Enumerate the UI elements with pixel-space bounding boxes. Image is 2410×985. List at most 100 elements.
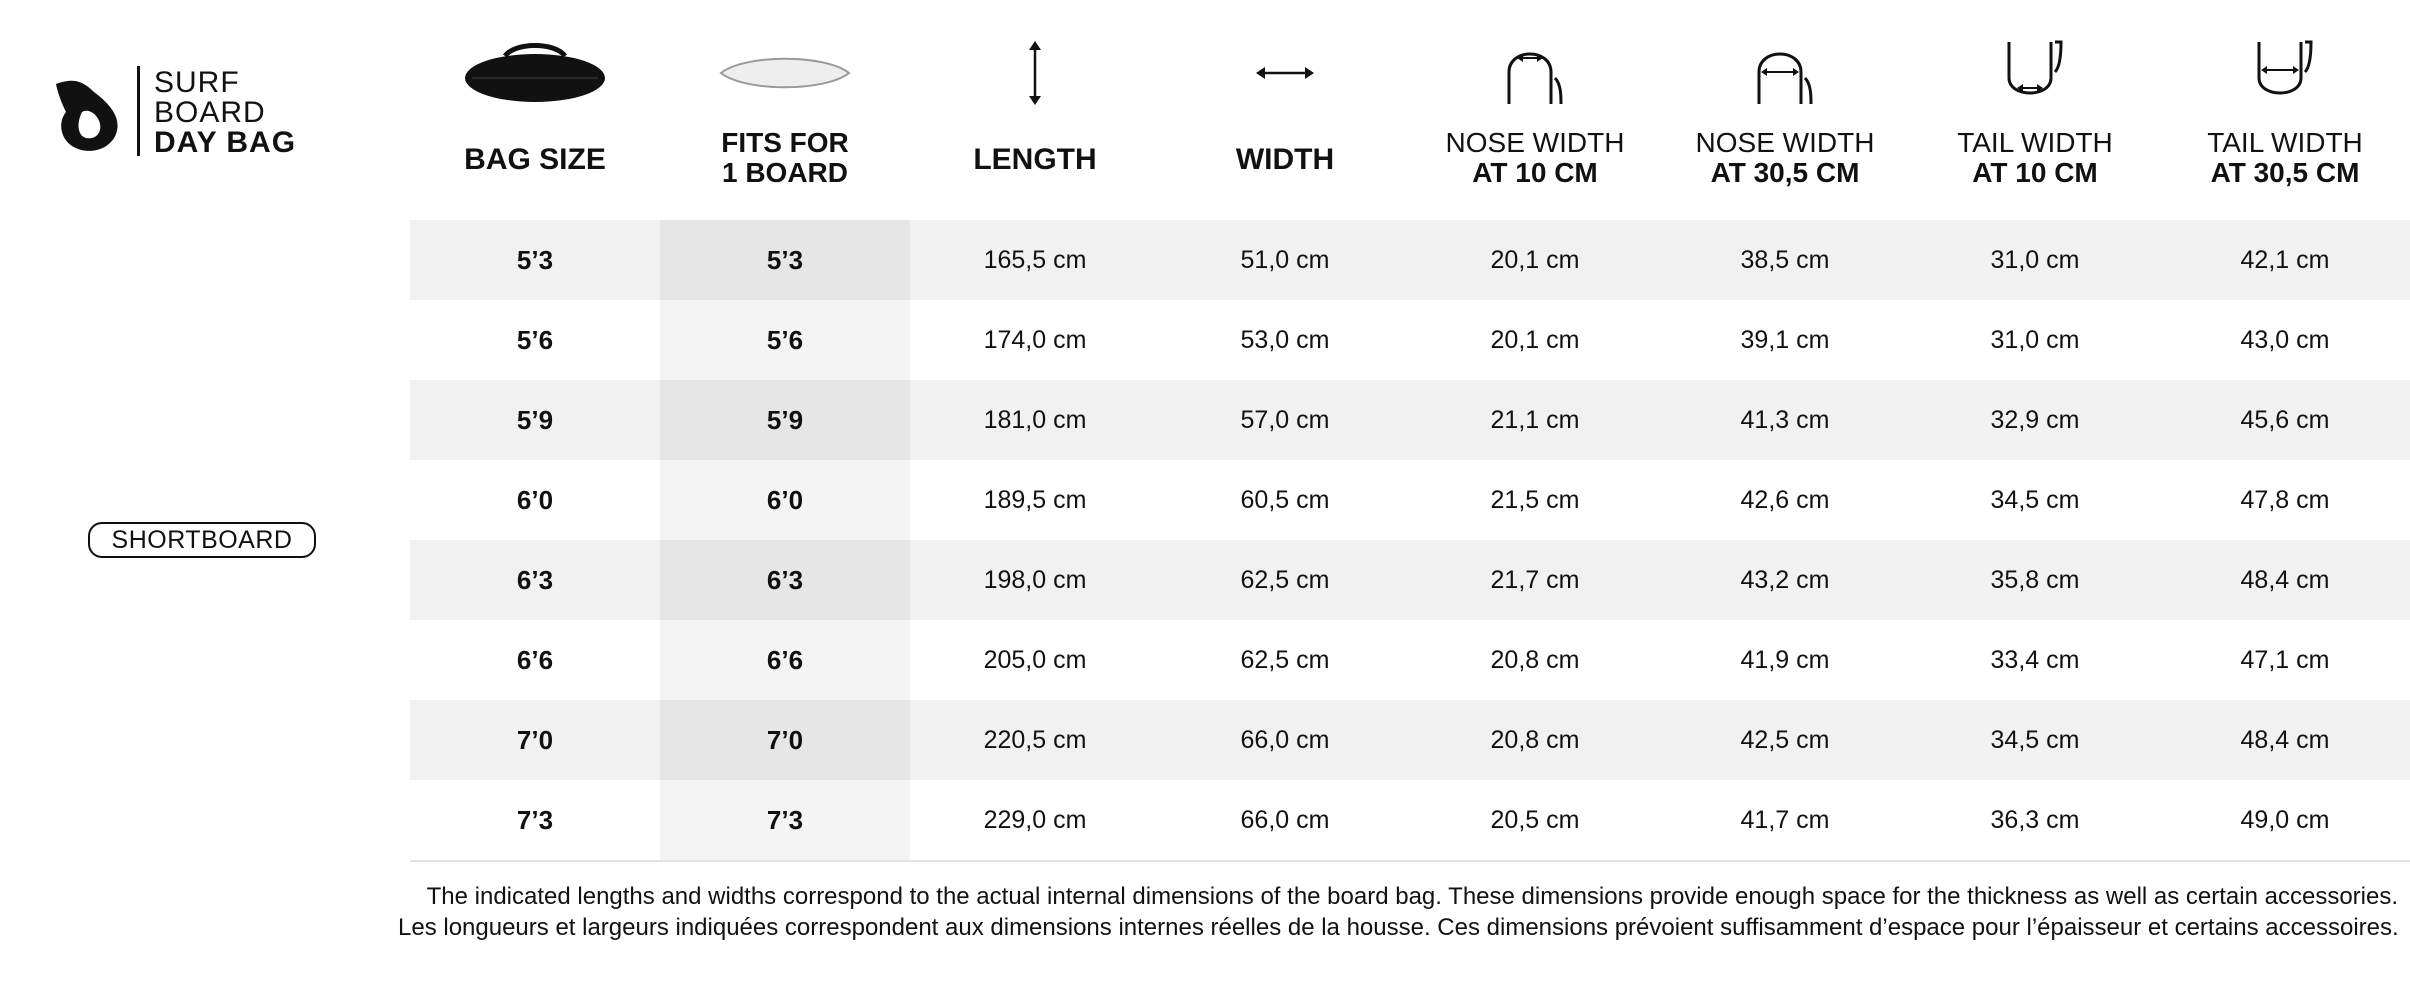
table-cell: 48,4 cm xyxy=(2240,726,2330,754)
horizontal-arrow-icon xyxy=(1256,67,1314,79)
table-cell: 6’3 xyxy=(766,565,804,595)
column-label-line2: AT 30,5 CM xyxy=(1710,157,1860,188)
table-cell: 35,8 cm xyxy=(1990,566,2080,594)
column-label-line2: 1 BOARD xyxy=(721,157,848,188)
brand-line-1: SURF xyxy=(154,66,240,99)
table-cell: 47,8 cm xyxy=(2240,486,2330,514)
table-cell: 39,1 cm xyxy=(1740,326,1830,354)
table-row: 7’3 7’3 229,0 cm 66,0 cm 20,5 cm 41,7 cm 36,3 … xyxy=(410,780,2410,860)
table-cell: 32,9 cm xyxy=(1990,406,2080,434)
tail-30cm-icon xyxy=(2257,40,2313,95)
brand-line-3: DAY BAG xyxy=(154,126,297,159)
table-row: 6’3 6’3 198,0 cm 62,5 cm 21,7 cm 43,2 cm 35,8 … xyxy=(410,540,2410,620)
table-cell: 34,5 cm xyxy=(1990,726,2080,754)
table-cell: 42,1 cm xyxy=(2240,246,2330,274)
column-header-length: LENGTH xyxy=(910,0,1160,220)
column-header-tail-width-30: TAIL WIDTH AT 30,5 CM xyxy=(2160,0,2410,220)
table-row: 6’6 6’6 205,0 cm 62,5 cm 20,8 cm 41,9 cm 33,4 … xyxy=(410,620,2410,700)
table-cell: 57,0 cm xyxy=(1240,406,1330,434)
nose-30cm-icon xyxy=(1757,52,1813,105)
table-cell: 6’0 xyxy=(766,485,804,515)
column-label-line2: AT 30,5 CM xyxy=(2210,157,2360,188)
table-cell: 66,0 cm xyxy=(1240,806,1330,834)
tail-10cm-icon xyxy=(2007,40,2063,95)
table-cell: 45,6 cm xyxy=(2240,406,2330,434)
note-english: The indicated lengths and widths corresp… xyxy=(426,883,2398,910)
column-label: BAG SIZE xyxy=(464,143,606,176)
brand-divider xyxy=(137,66,140,156)
table-cell: 53,0 cm xyxy=(1240,326,1330,354)
table-cell: 41,7 cm xyxy=(1740,806,1830,834)
table-cell: 198,0 cm xyxy=(983,566,1087,594)
table-cell: 189,5 cm xyxy=(983,486,1087,514)
table-cell: 5’6 xyxy=(766,325,804,355)
table-cell: 41,9 cm xyxy=(1740,646,1830,674)
table-cell: 6’0 xyxy=(516,485,554,515)
table-cell: 7’0 xyxy=(516,725,554,755)
table-cell: 6’3 xyxy=(516,565,554,595)
table-cell: 21,5 cm xyxy=(1490,486,1580,514)
table-header: BAG SIZE FITS FOR 1 BOARD LENGTH xyxy=(410,0,2410,220)
table-cell: 5’9 xyxy=(766,405,804,435)
column-header-nose-width-30: NOSE WIDTH AT 30,5 CM xyxy=(1660,0,1910,220)
table-cell: 229,0 cm xyxy=(983,806,1087,834)
table-cell: 60,5 cm xyxy=(1240,486,1330,514)
table-cell: 62,5 cm xyxy=(1240,566,1330,594)
table-cell: 20,1 cm xyxy=(1490,246,1580,274)
column-label-line1: TAIL WIDTH xyxy=(2207,127,2363,158)
table-cell: 7’0 xyxy=(766,725,804,755)
column-label-line1: NOSE WIDTH xyxy=(1695,127,1875,158)
column-label: LENGTH xyxy=(973,143,1097,176)
table-cell: 165,5 cm xyxy=(983,246,1087,274)
table-cell: 43,0 cm xyxy=(2240,326,2330,354)
table-cell: 174,0 cm xyxy=(983,326,1087,354)
table-cell: 34,5 cm xyxy=(1990,486,2080,514)
bag-silhouette-icon xyxy=(465,43,605,102)
table-row: 6’0 6’0 189,5 cm 60,5 cm 21,5 cm 42,6 cm 34,5 … xyxy=(410,460,2410,540)
table-row: 5’3 5’3 165,5 cm 51,0 cm 20,1 cm 38,5 cm 31,0 … xyxy=(410,220,2410,300)
table-cell: 205,0 cm xyxy=(983,646,1087,674)
vertical-arrow-icon xyxy=(1029,41,1041,105)
table-row: 5’6 5’6 174,0 cm 53,0 cm 20,1 cm 39,1 cm 31,0 … xyxy=(410,300,2410,380)
table-cell: 41,3 cm xyxy=(1740,406,1830,434)
table-cell: 43,2 cm xyxy=(1740,566,1830,594)
column-header-fits-for: FITS FOR 1 BOARD xyxy=(660,0,910,220)
table-cell: 20,8 cm xyxy=(1490,646,1580,674)
column-header-tail-width-10: TAIL WIDTH AT 10 CM xyxy=(1910,0,2160,220)
table-cell: 66,0 cm xyxy=(1240,726,1330,754)
table-body: 5’3 5’3 165,5 cm 51,0 cm 20,1 cm 38,5 cm 31,0 … xyxy=(410,220,2410,860)
table-cell: 36,3 cm xyxy=(1990,806,2080,834)
table-cell: 42,5 cm xyxy=(1740,726,1830,754)
table-cell: 5’6 xyxy=(516,325,554,355)
table-cell: 62,5 cm xyxy=(1240,646,1330,674)
table-cell: 6’6 xyxy=(766,645,804,675)
table-cell: 49,0 cm xyxy=(2240,806,2330,834)
table-cell: 5’9 xyxy=(516,405,554,435)
column-label-line1: TAIL WIDTH xyxy=(1957,127,2113,158)
table-cell: 38,5 cm xyxy=(1740,246,1830,274)
table-cell: 21,7 cm xyxy=(1490,566,1580,594)
column-header-bag-size: BAG SIZE xyxy=(410,0,660,220)
table-cell: 7’3 xyxy=(516,805,554,835)
brand-logo-block: SURF BOARD DAY BAG xyxy=(52,66,342,158)
table-cell: 6’6 xyxy=(516,645,554,675)
table-bottom-rule xyxy=(410,860,2410,862)
table-cell: 5’3 xyxy=(766,245,804,275)
board-silhouette-icon xyxy=(719,57,851,89)
column-label-line1: NOSE WIDTH xyxy=(1445,127,1625,158)
column-header-nose-width-10: NOSE WIDTH AT 10 CM xyxy=(1410,0,1660,220)
category-badge: SHORTBOARD xyxy=(88,522,316,558)
table-cell: 7’3 xyxy=(766,805,804,835)
table-cell: 20,1 cm xyxy=(1490,326,1580,354)
nose-10cm-icon xyxy=(1507,52,1563,105)
column-header-width: WIDTH xyxy=(1160,0,1410,220)
brand-line-2: BOARD xyxy=(154,96,266,129)
table-cell: 5’3 xyxy=(516,245,554,275)
table-cell: 51,0 cm xyxy=(1240,246,1330,274)
table-row: 5’9 5’9 181,0 cm 57,0 cm 21,1 cm 41,3 cm 32,9 … xyxy=(410,380,2410,460)
table-cell: 47,1 cm xyxy=(2240,646,2330,674)
note-french: Les longueurs et largeurs indiquées corr… xyxy=(398,914,2399,941)
table-cell: 33,4 cm xyxy=(1990,646,2080,674)
table-cell: 21,1 cm xyxy=(1490,406,1580,434)
brand-flame-icon xyxy=(56,80,118,151)
